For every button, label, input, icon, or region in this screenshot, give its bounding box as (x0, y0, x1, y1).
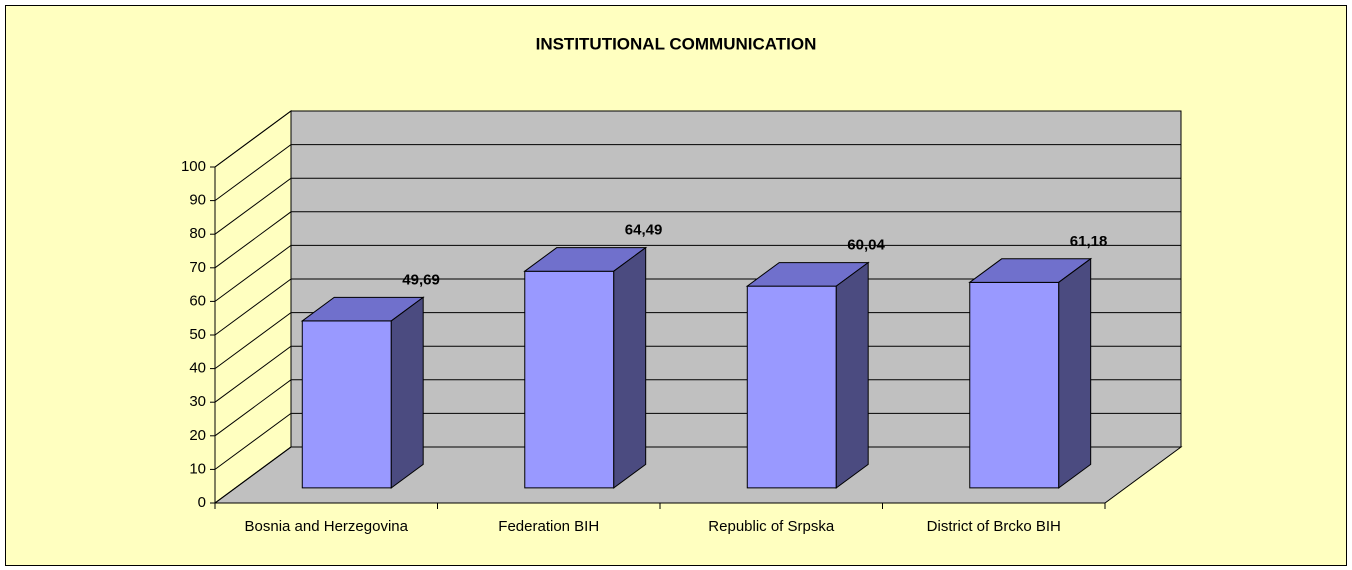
value-label: 60,04 (847, 237, 885, 254)
grid-line (214, 312, 1181, 370)
grid-line (214, 412, 1181, 470)
grid-line (214, 110, 1181, 168)
grid-line (214, 211, 1181, 269)
grid-line (214, 379, 1181, 437)
y-tick-label: 90 (189, 192, 206, 209)
y-tick-label: 40 (189, 360, 206, 377)
grid-line (214, 345, 1181, 403)
grid-line (214, 177, 1181, 235)
chart-title: INSTITUTIONAL COMMUNICATION (536, 34, 817, 53)
x-tick-label: District of Brcko BIH (927, 518, 1061, 535)
value-label: 49,69 (402, 271, 440, 288)
bar-front (969, 281, 1060, 489)
grid-line (214, 144, 1181, 202)
bar-side (390, 296, 424, 489)
bar-front (524, 270, 615, 489)
bar-front (301, 320, 392, 489)
bar-side (613, 246, 647, 489)
bar-side (1058, 257, 1092, 489)
value-label: 64,49 (625, 222, 663, 239)
x-tick-label: Federation BIH (498, 518, 599, 535)
grid-line (214, 446, 1181, 504)
grid-line (214, 244, 1181, 302)
value-label: 61,18 (1070, 233, 1108, 250)
y-tick-label: 50 (189, 326, 206, 343)
y-tick-label: 30 (189, 393, 206, 410)
y-tick-label: 60 (189, 292, 206, 309)
x-tick-label: Republic of Srpska (708, 518, 835, 535)
y-tick-label: 70 (189, 259, 206, 276)
bar-side (835, 261, 869, 489)
y-tick-label: 0 (198, 494, 206, 511)
y-tick-label: 10 (189, 460, 206, 477)
bar-front (746, 285, 837, 489)
grid-line (214, 278, 1181, 336)
y-tick-label: 80 (189, 225, 206, 242)
y-tick-label: 20 (189, 427, 206, 444)
x-tick-label: Bosnia and Herzegovina (245, 518, 409, 535)
y-tick-label: 100 (181, 158, 206, 175)
